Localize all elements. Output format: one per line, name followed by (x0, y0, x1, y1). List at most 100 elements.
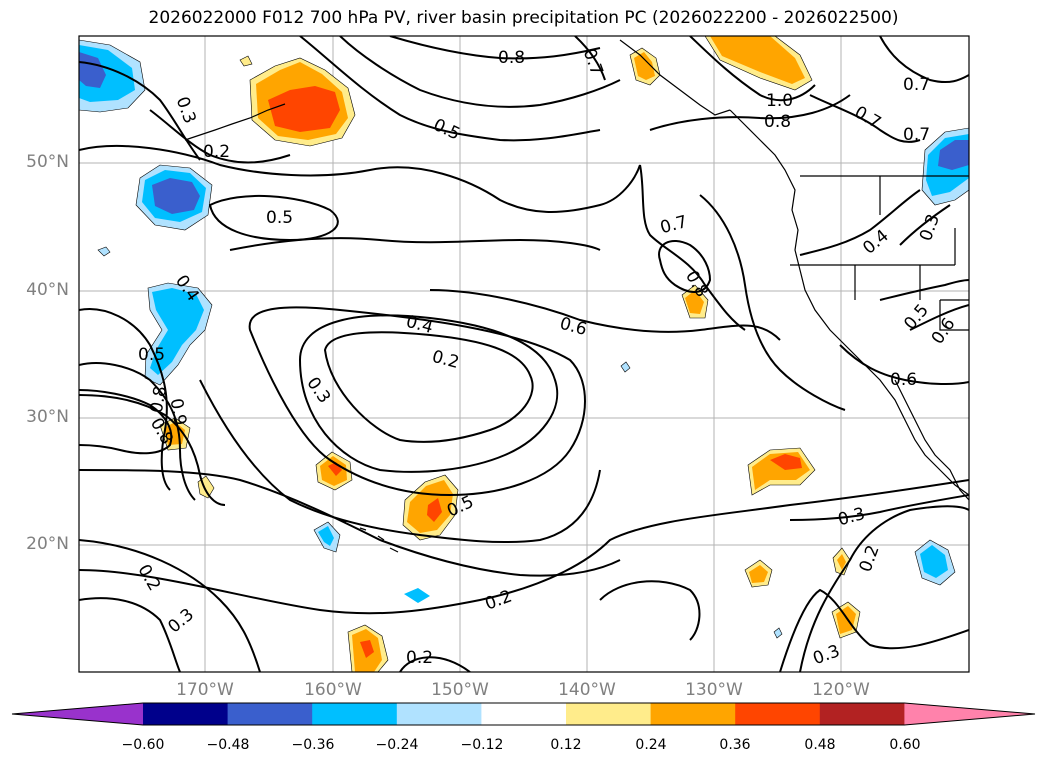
lon-label-160w: 160°W (304, 680, 362, 700)
pv-contour-0.8-northeast (649, 94, 851, 131)
pv-contour-0.6-west (79, 394, 226, 506)
pv-contour-0.6-east (909, 304, 969, 331)
pv-contour-0.7-northeast-top (879, 36, 969, 84)
pv-contour-0.7-northwest-diagonal (339, 36, 621, 108)
colorbar-segment (650, 703, 736, 725)
lat-label-40n: 40°N (26, 280, 69, 300)
colorbar-outline (11, 702, 1036, 726)
pv-contour-0.4-east (799, 189, 921, 256)
contour-label: 0.5 (266, 208, 293, 228)
colorbar-tick-label: −0.60 (121, 737, 165, 753)
colorbar-segment (735, 703, 821, 725)
pv-contour-0.2-central-low (323, 331, 534, 443)
contour-label: 0.6 (890, 370, 917, 390)
pv-contour-0.8-loop (658, 240, 712, 293)
pv-contour-0.2-right-loop (799, 505, 969, 672)
contour-label: 0.7 (903, 125, 930, 145)
contour-label: 0.8 (764, 112, 791, 132)
pv-contour-0.3-southwest (79, 539, 261, 672)
pos-anomaly-18n-127w-core (749, 565, 768, 583)
pv-contour-1.0-north (689, 36, 816, 102)
pos-anomaly-40n-132w-core (685, 290, 704, 314)
pv-contour-0.3-southeast (789, 494, 969, 521)
pv-contour-0.3-bottom-right (779, 588, 969, 672)
neg-anomaly-small-40n-140w (620, 361, 631, 373)
lon-label-170w: 170°W (176, 680, 234, 700)
colorbar (11, 702, 1036, 726)
lon-label-130w: 130°W (685, 680, 743, 700)
pos-anomaly-12n-157w-core (360, 640, 374, 658)
colorbar-tick-label: −0.48 (206, 737, 250, 753)
pos-anomaly-20n-120w-core (837, 554, 846, 570)
neg-anomaly-hawaii-west-core (318, 526, 334, 546)
pv-contour-0.8-north (389, 36, 601, 60)
lat-label-50n: 50°N (26, 152, 69, 172)
colorbar-segment (481, 703, 567, 725)
map-frame (78, 35, 970, 673)
pv-contour-0.3-northwest (79, 61, 201, 161)
pv-contour-0.3-east (899, 204, 951, 246)
pv-contour-0.5-ring (208, 194, 339, 242)
pv-contour-0.6-southeast (839, 344, 969, 386)
neg-anomaly-nw-corner-core (79, 52, 106, 88)
pv-contour-0.4-west (79, 308, 171, 491)
map-area (79, 36, 969, 672)
neg-anomaly-ne-corner-core (938, 140, 969, 170)
pv-contour-0.2-bottom-center (399, 656, 471, 672)
colorbar-segment (143, 703, 229, 725)
pos-anomaly-hawaii-ne-core (427, 498, 442, 522)
neg-anomaly-small-178w (97, 246, 111, 257)
coastline-north-america (729, 109, 969, 496)
contour-label: 1.0 (766, 91, 793, 111)
pv-contours (79, 36, 969, 672)
lon-label-150w: 150°W (431, 680, 489, 700)
contour-label: 0.2 (406, 648, 433, 668)
contour-label: 0.2 (203, 142, 230, 162)
contour-label: 0.9 (166, 397, 190, 427)
state-borders (790, 176, 969, 331)
neg-anomaly-50n-175w-core (152, 178, 200, 214)
lon-label-140w: 140°W (558, 680, 616, 700)
colorbar-segment (312, 703, 398, 725)
pos-anomaly-15n-120w-core (836, 606, 856, 634)
pv-contour-0.5-northwest-diagonal (299, 36, 601, 142)
pv-contour-0.6-north (429, 289, 781, 341)
contour-label: 0.8 (498, 48, 525, 68)
pv-contour-0.2-lower-left (79, 597, 181, 672)
colorbar-extend-max (904, 703, 1035, 725)
colorbar-tick-label: 0.48 (804, 737, 836, 753)
colorbar-segment (566, 703, 652, 725)
pv-contour-0.8-southwest-loop (79, 389, 173, 455)
aleutian-islands (184, 103, 286, 141)
pos-anomaly-ne-top-mid (710, 36, 805, 84)
colorbar-segment (819, 703, 905, 725)
pv-contour-0.5-central (199, 379, 601, 544)
colorbar-tick-label: 0.36 (719, 737, 751, 753)
pv-contour-0.7-north (574, 36, 606, 81)
pos-anomaly-27n-125w-core (770, 454, 802, 470)
colorbar-tick-label: 0.60 (889, 737, 921, 753)
pv-contour-0.7-east (699, 194, 846, 411)
lat-label-20n: 20°N (26, 534, 69, 554)
pv-contour-0.5-upper (79, 145, 641, 213)
pv-contour-0.2-bottom-right-small (599, 580, 701, 641)
contour-label: 0.8 (147, 385, 171, 415)
gridlines (79, 36, 969, 672)
pos-anomaly-sitka-mid (634, 52, 655, 80)
contour-label: 0.7 (903, 75, 930, 95)
pv-contour-0.5-east (879, 279, 969, 301)
neg-anomaly-20n-112w-core (920, 545, 948, 578)
lon-label-120w: 120°W (812, 680, 870, 700)
pv-contour-0.2-northwest (149, 109, 291, 164)
colorbar-extend-min (12, 703, 143, 725)
contour-label: 0.5 (138, 345, 165, 365)
pv-contour-0.7-arc (639, 164, 746, 331)
neg-anomaly-19n-152w (404, 588, 430, 603)
colorbar-segment (227, 703, 313, 725)
coastline-alaska-panhandle (619, 39, 731, 116)
pos-anomaly-alaska-core (268, 86, 340, 132)
pv-contour-0.6-mid (79, 469, 621, 577)
neg-anomaly-small-25n-130w (773, 627, 783, 639)
colorbar-tick-label: −0.36 (291, 737, 335, 753)
